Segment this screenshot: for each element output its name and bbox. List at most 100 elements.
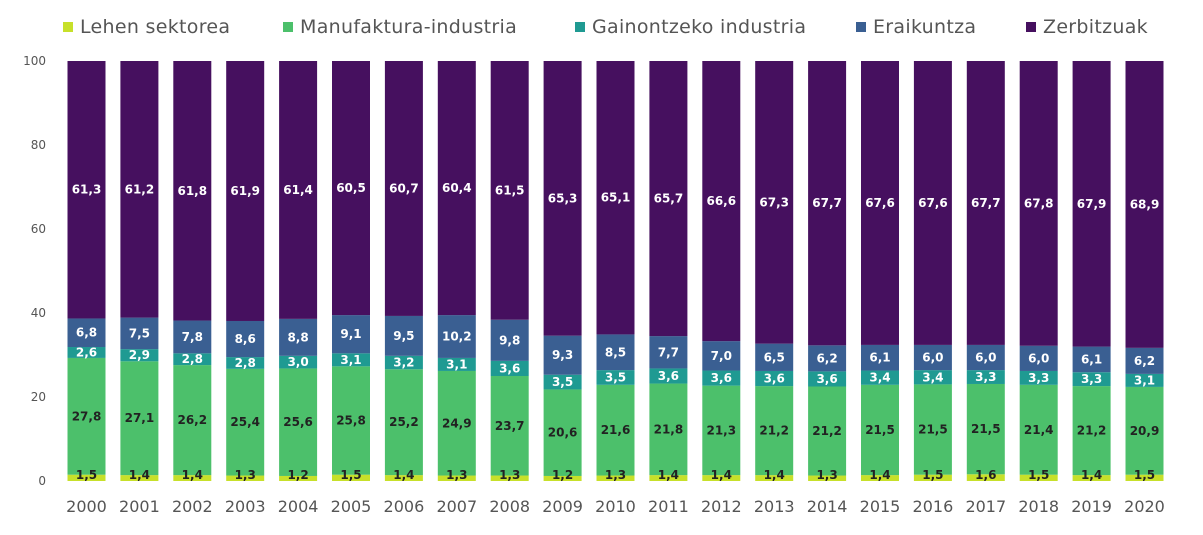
x-tick-label: 2010 xyxy=(595,497,636,516)
x-tick-label: 2019 xyxy=(1071,497,1112,516)
data-label: 10,2 xyxy=(442,330,472,344)
data-label: 1,4 xyxy=(869,468,890,482)
bar-segment xyxy=(861,384,899,476)
bar-segment xyxy=(226,320,265,358)
data-label: 9,1 xyxy=(340,327,361,341)
chart-legend: Lehen sektorea Manufaktura-industria Gaino… xyxy=(0,0,1203,52)
bar-segment xyxy=(543,475,582,481)
legend-item: Lehen sektorea xyxy=(63,14,230,40)
bar-segment xyxy=(226,61,265,321)
bar-segment xyxy=(755,386,794,476)
bar-segment xyxy=(279,355,318,369)
bar-segment xyxy=(332,315,370,354)
legend-swatch xyxy=(1026,22,1036,32)
bar-segment xyxy=(120,361,159,476)
data-label: 2,8 xyxy=(235,356,256,370)
bar-segment xyxy=(808,345,847,372)
bar-segment xyxy=(913,370,952,385)
bar-segment xyxy=(384,355,423,370)
data-label: 2,9 xyxy=(129,348,150,362)
data-label: 25,4 xyxy=(230,415,260,429)
data-label: 1,4 xyxy=(658,468,679,482)
bar-segment xyxy=(226,357,265,369)
data-label: 1,3 xyxy=(499,468,520,482)
x-tick-label: 2018 xyxy=(1018,497,1059,516)
data-label: 61,5 xyxy=(495,183,525,197)
data-label: 1,4 xyxy=(129,468,150,482)
data-label: 1,4 xyxy=(764,468,785,482)
bar-segment xyxy=(173,475,212,481)
bar-segment xyxy=(1019,384,1058,475)
data-label: 1,2 xyxy=(552,468,573,482)
data-label: 8,8 xyxy=(287,330,308,344)
bar-segment xyxy=(596,334,635,371)
legend-label: Gainontzeko industria xyxy=(592,16,807,38)
data-label: 65,3 xyxy=(548,191,578,205)
bar-segment xyxy=(702,475,741,481)
bar-segment xyxy=(437,357,476,371)
bar-segment xyxy=(861,344,899,371)
data-label: 1,4 xyxy=(393,468,414,482)
data-label: 61,8 xyxy=(177,184,207,198)
bar-segment xyxy=(120,475,159,481)
y-tick-label: 100 xyxy=(23,54,46,68)
bar-segment xyxy=(1019,474,1058,481)
legend-item: Gainontzeko industria xyxy=(575,14,806,40)
data-label: 1,4 xyxy=(1081,468,1102,482)
legend-swatch xyxy=(575,22,585,32)
bar-segment xyxy=(702,61,741,342)
data-label: 3,3 xyxy=(1028,371,1049,385)
x-tick-label: 2006 xyxy=(384,497,425,516)
data-label: 9,3 xyxy=(552,348,573,362)
data-label: 3,2 xyxy=(393,356,414,370)
data-label: 9,8 xyxy=(499,333,520,347)
bar-segment xyxy=(913,384,952,475)
bar-segment xyxy=(649,475,688,481)
data-label: 6,0 xyxy=(922,351,943,365)
legend-swatch xyxy=(856,22,866,32)
bar-segment xyxy=(913,61,952,345)
bar-segment xyxy=(649,61,688,337)
x-tick-label: 2004 xyxy=(278,497,319,516)
data-label: 21,5 xyxy=(971,422,1001,436)
data-label: 7,0 xyxy=(711,349,732,363)
data-label: 67,6 xyxy=(918,196,948,210)
bar-segment xyxy=(808,386,847,476)
bar-segment xyxy=(543,389,582,476)
bar-segment xyxy=(702,385,741,476)
data-label: 65,7 xyxy=(654,192,684,206)
data-label: 1,4 xyxy=(711,468,732,482)
bar-segment xyxy=(1072,372,1111,387)
bar-segment xyxy=(384,315,423,356)
data-label: 60,4 xyxy=(442,181,472,195)
data-label: 3,1 xyxy=(1134,373,1155,387)
data-label: 1,5 xyxy=(922,468,943,482)
x-tick-label: 2003 xyxy=(225,497,266,516)
bar-segment xyxy=(67,357,106,475)
legend-item: Manufaktura-industria xyxy=(283,14,517,40)
bar-segment xyxy=(1125,61,1164,348)
bar-segment xyxy=(543,374,582,390)
data-label: 67,7 xyxy=(812,196,842,210)
y-tick-label: 20 xyxy=(31,390,46,404)
data-label: 60,5 xyxy=(336,181,366,195)
bar-segment xyxy=(755,370,794,387)
bar-segment xyxy=(966,383,1005,475)
bar-segment xyxy=(1019,61,1058,346)
bar-segment xyxy=(67,318,106,348)
data-label: 8,6 xyxy=(235,332,256,346)
x-tick-label: 2013 xyxy=(754,497,795,516)
bar-segment xyxy=(490,475,529,481)
bar-segment xyxy=(1125,347,1164,374)
data-label: 21,2 xyxy=(812,424,842,438)
data-label: 1,2 xyxy=(287,468,308,482)
data-label: 21,2 xyxy=(1077,424,1107,438)
x-tick-label: 2005 xyxy=(331,497,372,516)
bar-segment xyxy=(1072,61,1111,347)
y-tick-label: 60 xyxy=(31,222,46,236)
bar-segment xyxy=(226,475,265,481)
data-label: 3,1 xyxy=(446,357,467,371)
x-tick-label: 2014 xyxy=(807,497,848,516)
bar-segment xyxy=(490,319,529,361)
data-label: 68,9 xyxy=(1130,197,1160,211)
